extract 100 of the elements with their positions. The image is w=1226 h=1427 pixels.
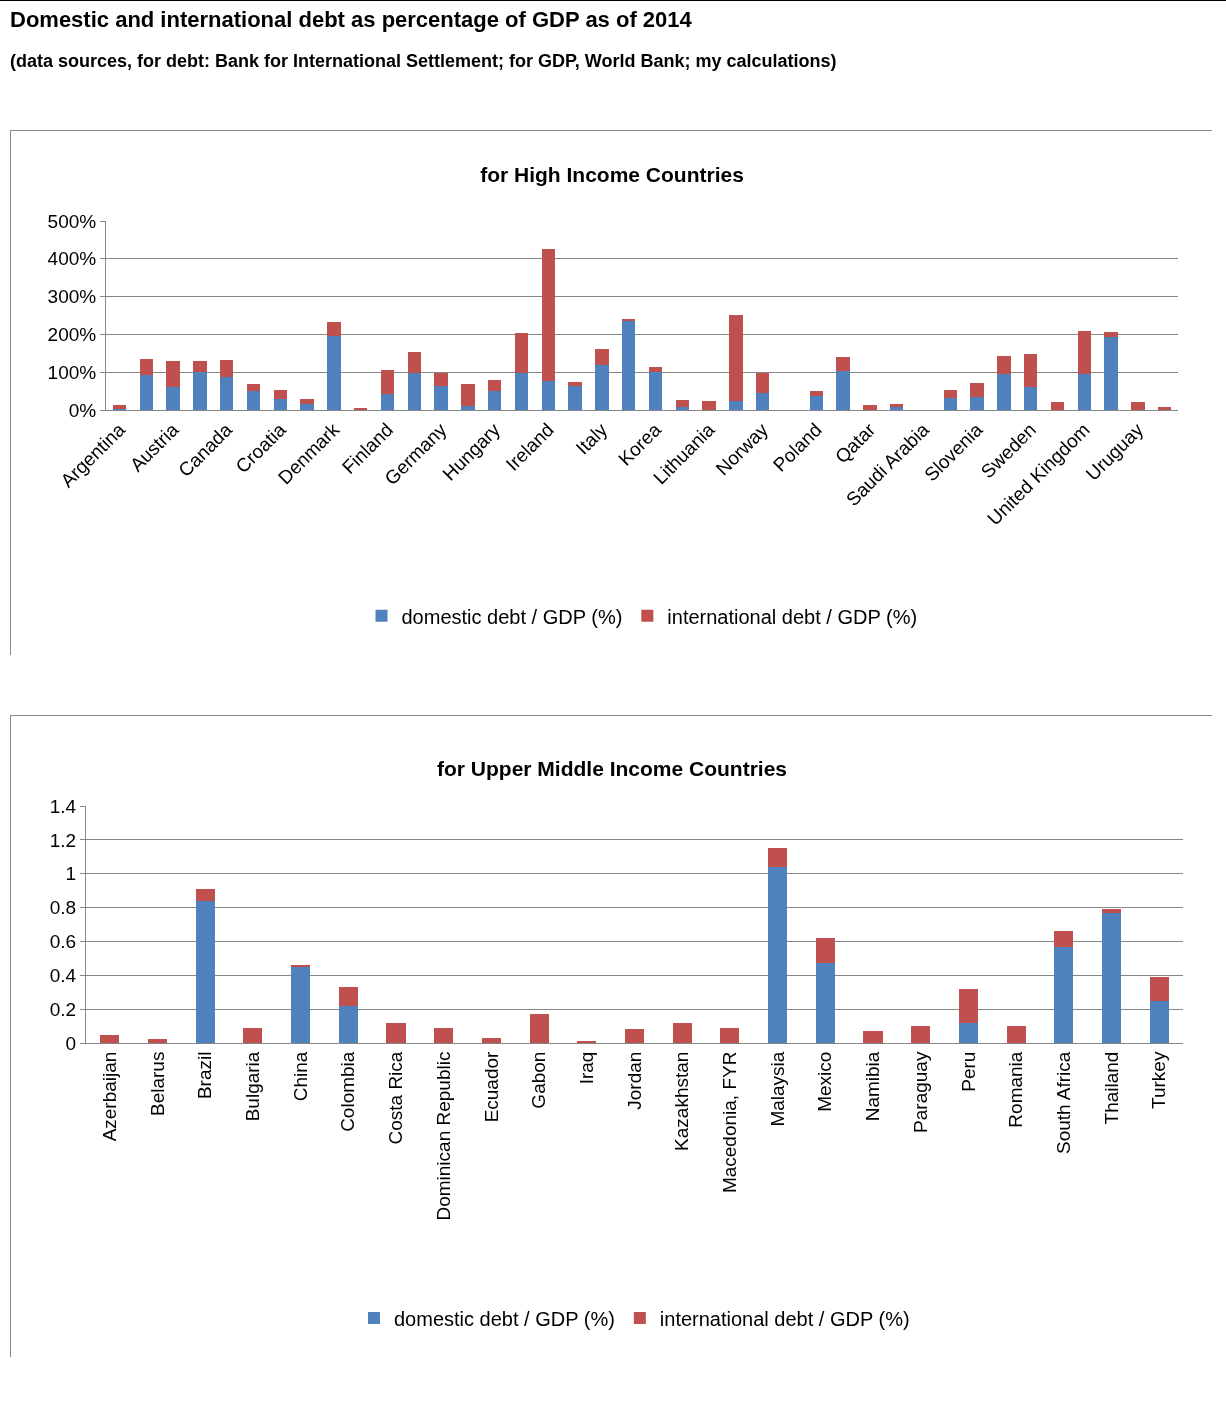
bar — [514, 372, 529, 410]
bar — [768, 848, 788, 867]
x-tick-label: Belarus — [146, 1051, 168, 1117]
bar — [380, 393, 395, 410]
y-tick-label: 1.2 — [49, 829, 77, 851]
legend-label: domestic debt / GDP (%) — [401, 605, 623, 628]
bar — [836, 370, 850, 410]
legend-label: domestic debt / GDP (%) — [394, 1307, 615, 1330]
bar — [541, 380, 555, 410]
bar — [648, 367, 663, 373]
bar — [729, 401, 743, 410]
y-tick-label: 1 — [65, 863, 77, 885]
bar — [1077, 373, 1091, 410]
bar — [970, 396, 984, 410]
bar — [407, 351, 421, 373]
bar — [139, 359, 153, 376]
bar — [514, 332, 529, 373]
bar — [300, 398, 314, 405]
x-tick-label: Namibia — [862, 1051, 884, 1122]
x-tick-label: Macedonia, FYR — [719, 1051, 741, 1194]
bar — [166, 386, 180, 410]
bar — [675, 399, 689, 407]
bar — [1104, 336, 1118, 410]
y-tick-label: 0 — [65, 1032, 77, 1054]
x-tick-label: Azerbaijan — [99, 1051, 121, 1142]
bar — [675, 406, 689, 410]
bar — [327, 321, 341, 336]
bar — [1149, 1000, 1169, 1043]
bar — [997, 355, 1011, 374]
bar — [997, 373, 1011, 410]
y-tick-label: 200% — [47, 324, 97, 346]
bar — [1023, 354, 1038, 387]
x-tick-label: Romania — [1005, 1051, 1027, 1128]
bar — [1149, 976, 1169, 1001]
bar — [809, 396, 823, 410]
bar — [481, 1037, 501, 1043]
bar — [327, 335, 341, 410]
text: (data sources, for debt: Bank for International Settlement; for GDP, World Bank; my calculations) — [10, 51, 838, 72]
bar — [1054, 931, 1074, 947]
bar — [139, 375, 153, 410]
bar — [672, 1022, 692, 1043]
bar — [624, 1029, 645, 1043]
bar — [568, 382, 582, 387]
bar — [1054, 946, 1074, 1043]
bar — [1023, 386, 1038, 410]
bar — [1101, 912, 1121, 1043]
x-tick-label: Paraguay — [909, 1051, 931, 1133]
bar — [768, 866, 788, 1043]
bar — [541, 248, 555, 381]
bar — [621, 321, 636, 410]
chart-title: for Upper Middle Income Countries — [436, 756, 788, 780]
bar — [487, 390, 502, 410]
bar — [729, 314, 743, 402]
bar — [815, 938, 835, 964]
bar — [434, 1027, 454, 1043]
y-tick-label: 0% — [68, 399, 97, 421]
bar — [863, 1031, 883, 1043]
y-tick-label: 0.8 — [49, 897, 77, 919]
bar — [461, 383, 475, 407]
y-tick-label: 0.4 — [49, 964, 77, 986]
x-tick-label: Costa Rica — [385, 1051, 407, 1145]
bar — [836, 357, 850, 371]
bar — [195, 888, 215, 901]
x-tick-label: South Africa — [1052, 1051, 1074, 1155]
bar — [193, 372, 207, 410]
y-tick-label: 400% — [47, 248, 97, 270]
bar — [1101, 909, 1121, 913]
x-tick-label: Jordan — [623, 1051, 645, 1110]
x-tick-label: Brazil — [194, 1051, 216, 1100]
bar — [720, 1027, 740, 1043]
bar — [1006, 1026, 1026, 1043]
bar — [461, 406, 475, 410]
y-tick-label: 300% — [47, 286, 97, 308]
x-tick-label: Kazakhstan — [671, 1051, 693, 1151]
bar — [529, 1014, 549, 1043]
bar — [943, 390, 957, 398]
bar — [815, 963, 835, 1043]
bar — [219, 360, 234, 377]
bar — [300, 404, 314, 410]
bar — [148, 1038, 168, 1043]
bar — [246, 383, 261, 391]
x-tick-label: Italy — [571, 418, 612, 459]
legend-label: international debt / GDP (%) — [659, 1307, 910, 1330]
bar — [958, 988, 978, 1023]
x-tick-label: Turkey — [1148, 1051, 1170, 1109]
x-tick-label: Ecuador — [480, 1050, 502, 1123]
bar — [648, 372, 663, 410]
bar — [219, 376, 234, 410]
x-tick-label: Malaysia — [766, 1051, 788, 1127]
y-tick-label: 500% — [47, 210, 97, 232]
bar — [1104, 332, 1118, 337]
bar — [755, 372, 770, 394]
bar — [1077, 331, 1091, 374]
bar — [166, 360, 180, 387]
chart-title: for High Income Countries — [480, 163, 744, 187]
bar — [291, 966, 311, 1043]
bar — [943, 397, 957, 410]
text: Domestic and international debt as percentage of GDP as of 2014 — [10, 7, 693, 33]
bar — [273, 399, 287, 410]
y-tick-label: 100% — [47, 361, 97, 383]
